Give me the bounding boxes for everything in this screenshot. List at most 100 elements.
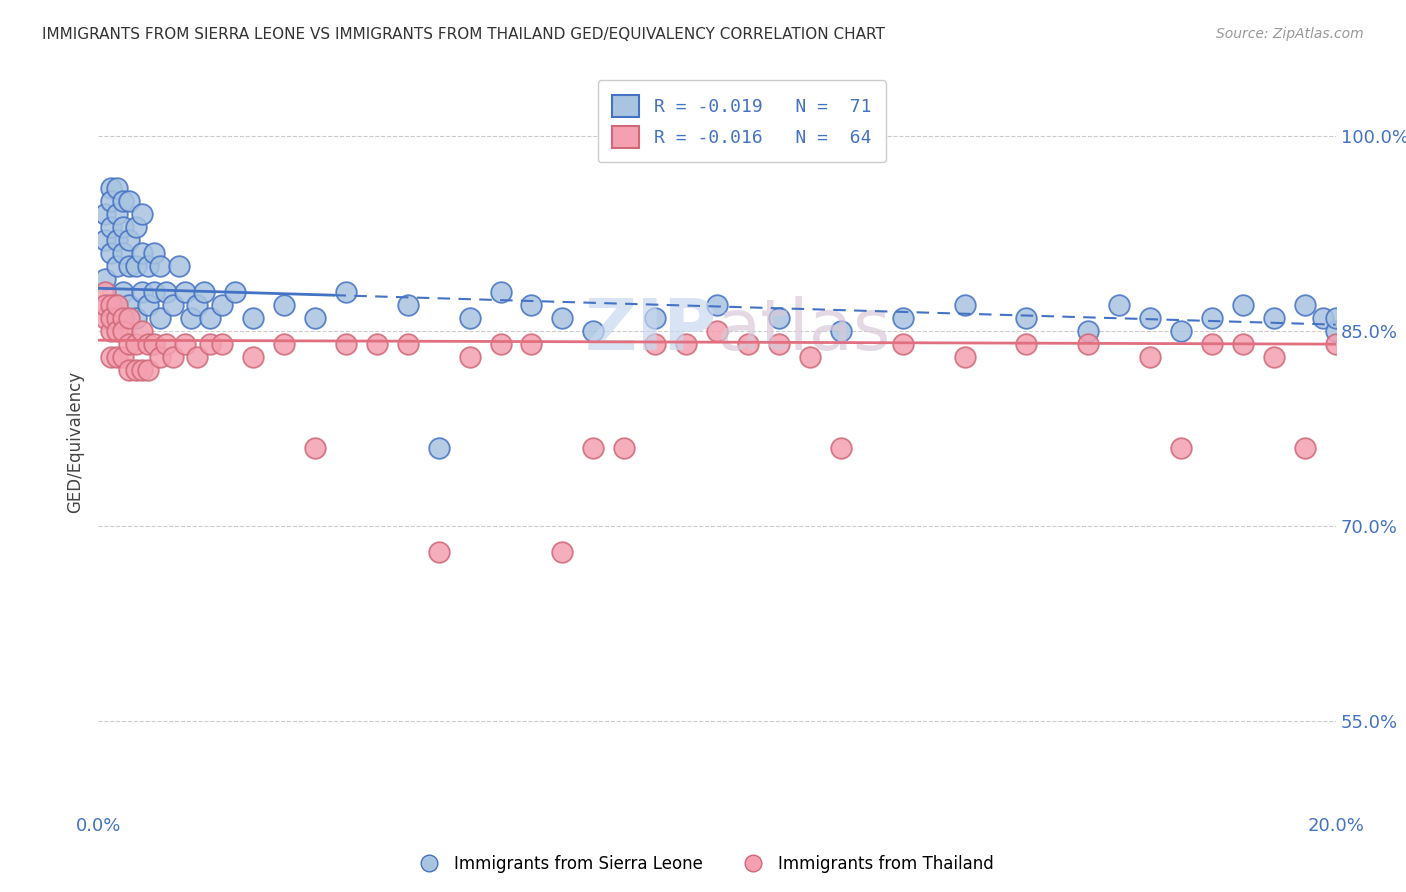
Point xyxy=(891,311,914,326)
Point xyxy=(105,233,128,247)
Point xyxy=(193,285,215,300)
Point xyxy=(149,259,172,273)
Point xyxy=(136,259,159,273)
Point xyxy=(112,350,135,364)
Point xyxy=(1170,441,1192,455)
Point xyxy=(118,259,141,273)
Point xyxy=(1015,311,1038,326)
Point xyxy=(100,181,122,195)
Point xyxy=(100,311,122,326)
Point xyxy=(174,337,197,351)
Point xyxy=(706,298,728,312)
Text: IMMIGRANTS FROM SIERRA LEONE VS IMMIGRANTS FROM THAILAND GED/EQUIVALENCY CORRELA: IMMIGRANTS FROM SIERRA LEONE VS IMMIGRAN… xyxy=(42,27,884,42)
Point xyxy=(136,298,159,312)
Point xyxy=(136,363,159,377)
Legend: Immigrants from Sierra Leone, Immigrants from Thailand: Immigrants from Sierra Leone, Immigrants… xyxy=(406,848,1000,880)
Point xyxy=(131,363,153,377)
Legend: R = -0.019   N =  71, R = -0.016   N =  64: R = -0.019 N = 71, R = -0.016 N = 64 xyxy=(598,80,886,162)
Point xyxy=(304,311,326,326)
Point xyxy=(118,233,141,247)
Point xyxy=(768,311,790,326)
Point xyxy=(143,246,166,260)
Point xyxy=(131,324,153,338)
Point xyxy=(198,337,221,351)
Point xyxy=(105,259,128,273)
Point xyxy=(167,259,190,273)
Point xyxy=(124,337,146,351)
Point xyxy=(1232,337,1254,351)
Point xyxy=(1324,311,1347,326)
Point xyxy=(105,311,128,326)
Point xyxy=(211,337,233,351)
Point xyxy=(644,311,666,326)
Point xyxy=(458,311,481,326)
Point xyxy=(489,337,512,351)
Point xyxy=(118,311,141,326)
Point xyxy=(799,350,821,364)
Text: Source: ZipAtlas.com: Source: ZipAtlas.com xyxy=(1216,27,1364,41)
Point xyxy=(105,181,128,195)
Point xyxy=(335,337,357,351)
Point xyxy=(768,337,790,351)
Point xyxy=(93,272,115,286)
Point xyxy=(427,545,450,559)
Point xyxy=(93,285,115,300)
Point xyxy=(520,298,543,312)
Point xyxy=(273,298,295,312)
Point xyxy=(136,337,159,351)
Point xyxy=(162,350,184,364)
Point xyxy=(100,350,122,364)
Point xyxy=(1386,739,1406,754)
Point xyxy=(118,298,141,312)
Point xyxy=(112,285,135,300)
Point xyxy=(1139,350,1161,364)
Point xyxy=(1015,337,1038,351)
Point xyxy=(131,246,153,260)
Point xyxy=(644,337,666,351)
Text: atlas: atlas xyxy=(717,296,891,365)
Point xyxy=(131,285,153,300)
Point xyxy=(93,298,115,312)
Point xyxy=(582,441,605,455)
Point xyxy=(105,298,128,312)
Point xyxy=(112,246,135,260)
Point xyxy=(100,324,122,338)
Point xyxy=(118,337,141,351)
Point xyxy=(1263,311,1285,326)
Point xyxy=(1170,324,1192,338)
Point xyxy=(100,220,122,235)
Point xyxy=(112,311,135,326)
Point xyxy=(149,311,172,326)
Point xyxy=(520,337,543,351)
Point xyxy=(118,363,141,377)
Point xyxy=(143,285,166,300)
Point xyxy=(1232,298,1254,312)
Point xyxy=(162,298,184,312)
Point xyxy=(186,350,208,364)
Point xyxy=(458,350,481,364)
Point xyxy=(953,298,976,312)
Point xyxy=(105,350,128,364)
Point xyxy=(143,337,166,351)
Point xyxy=(489,285,512,300)
Point xyxy=(737,337,759,351)
Point xyxy=(675,337,697,351)
Point xyxy=(830,324,852,338)
Point xyxy=(198,311,221,326)
Point xyxy=(1324,337,1347,351)
Point xyxy=(112,324,135,338)
Point xyxy=(100,298,122,312)
Point xyxy=(1108,298,1130,312)
Point xyxy=(100,246,122,260)
Point xyxy=(242,311,264,326)
Point xyxy=(1312,311,1334,326)
Point xyxy=(124,220,146,235)
Point xyxy=(105,298,128,312)
Point xyxy=(366,337,388,351)
Point xyxy=(100,194,122,209)
Point xyxy=(551,545,574,559)
Point xyxy=(149,350,172,364)
Point xyxy=(1077,337,1099,351)
Point xyxy=(273,337,295,351)
Point xyxy=(112,194,135,209)
